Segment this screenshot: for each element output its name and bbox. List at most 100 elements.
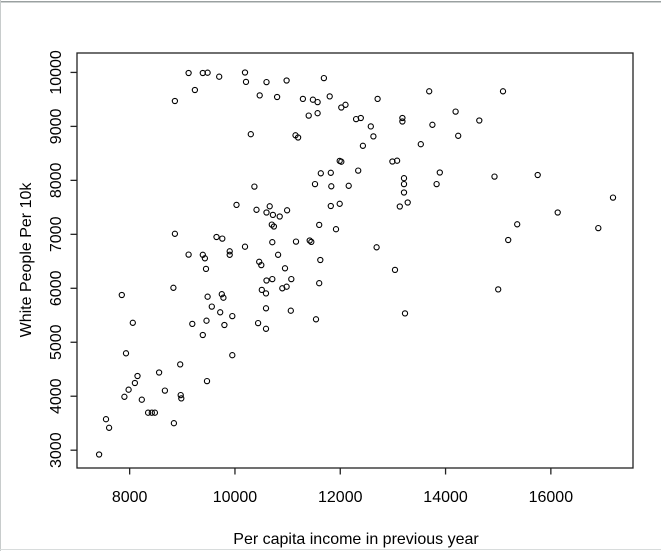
data-point	[203, 317, 210, 324]
data-point	[327, 202, 334, 210]
data-point	[177, 361, 184, 368]
data-point	[314, 98, 321, 106]
data-point	[609, 194, 617, 201]
data-point	[499, 88, 507, 95]
data-point	[229, 312, 236, 320]
data-point	[312, 316, 320, 323]
data-point	[233, 201, 240, 209]
data-points	[95, 69, 617, 458]
x-tick-label: 10000	[213, 489, 258, 506]
data-point	[216, 73, 223, 80]
data-point	[148, 409, 155, 416]
data-point	[138, 396, 145, 403]
data-point	[121, 393, 128, 400]
data-point	[396, 203, 403, 210]
data-point	[287, 307, 294, 314]
data-point	[309, 96, 317, 103]
data-point	[247, 131, 254, 138]
data-point	[345, 182, 352, 189]
y-tick-label: 5000	[48, 324, 65, 360]
data-point	[320, 74, 328, 82]
data-point	[256, 92, 263, 99]
data-point	[199, 331, 206, 339]
data-point	[262, 290, 270, 297]
data-point	[316, 221, 323, 229]
data-point	[189, 320, 196, 328]
y-axis-ticks: 3000 4000 5000 6000 7000 8000 9000 10000	[48, 50, 77, 468]
data-point	[151, 409, 159, 416]
window-top-border-shadow	[0, 2, 661, 3]
data-point	[399, 114, 406, 122]
data-point	[263, 78, 270, 86]
data-point	[226, 248, 233, 255]
data-point	[191, 86, 199, 94]
data-point	[273, 93, 281, 101]
data-point	[269, 275, 276, 283]
data-point	[203, 377, 211, 385]
data-point	[202, 265, 210, 273]
data-point	[262, 325, 270, 332]
data-point	[400, 180, 408, 188]
data-point	[283, 77, 290, 84]
data-point	[269, 239, 276, 246]
data-point	[404, 199, 411, 206]
data-point	[204, 293, 211, 300]
window-left-border	[0, 0, 1, 551]
data-point	[373, 244, 380, 251]
data-point	[177, 391, 184, 399]
data-point	[332, 226, 340, 233]
plot-area-border	[76, 52, 634, 469]
data-point	[122, 350, 130, 357]
data-point	[288, 275, 295, 283]
data-point	[292, 238, 300, 245]
data-point	[367, 123, 374, 130]
data-point	[204, 69, 211, 76]
data-point	[274, 251, 282, 258]
data-point	[305, 112, 312, 119]
data-point	[269, 211, 277, 219]
data-point	[171, 230, 179, 237]
data-point	[226, 251, 233, 258]
data-point	[95, 451, 103, 458]
data-point	[263, 209, 270, 216]
data-point	[241, 243, 249, 250]
y-tick-label: 7000	[48, 216, 65, 252]
data-point	[514, 221, 521, 228]
data-point	[102, 416, 110, 423]
x-axis-ticks: 8000 10000 12000 14000 16000	[112, 468, 573, 506]
data-point	[219, 235, 226, 242]
data-point	[426, 88, 433, 95]
data-point	[161, 387, 169, 394]
data-point	[328, 183, 335, 190]
x-axis-title: Per capita income in previous year	[233, 531, 479, 548]
data-point	[263, 277, 270, 284]
data-point	[144, 409, 152, 416]
data-point	[317, 170, 324, 177]
data-point	[338, 158, 345, 165]
data-point	[221, 321, 228, 329]
data-point	[554, 209, 561, 216]
data-point	[131, 379, 139, 387]
data-point	[242, 78, 250, 86]
data-point	[534, 171, 541, 179]
data-point	[314, 110, 321, 117]
y-tick-label: 6000	[48, 270, 65, 306]
data-point	[283, 283, 290, 290]
data-point	[326, 93, 333, 100]
data-point	[185, 251, 192, 258]
x-tick-label: 16000	[529, 489, 574, 506]
y-tick-label: 3000	[48, 432, 65, 468]
data-point	[401, 310, 409, 317]
data-point	[220, 294, 227, 301]
data-point	[229, 352, 236, 359]
data-point	[241, 69, 249, 76]
data-point	[258, 286, 265, 294]
data-point	[317, 256, 324, 264]
data-point	[308, 238, 315, 246]
data-point	[201, 255, 209, 262]
y-tick-label: 9000	[48, 108, 65, 144]
data-point	[306, 237, 313, 244]
window-top-border	[0, 1, 661, 2]
